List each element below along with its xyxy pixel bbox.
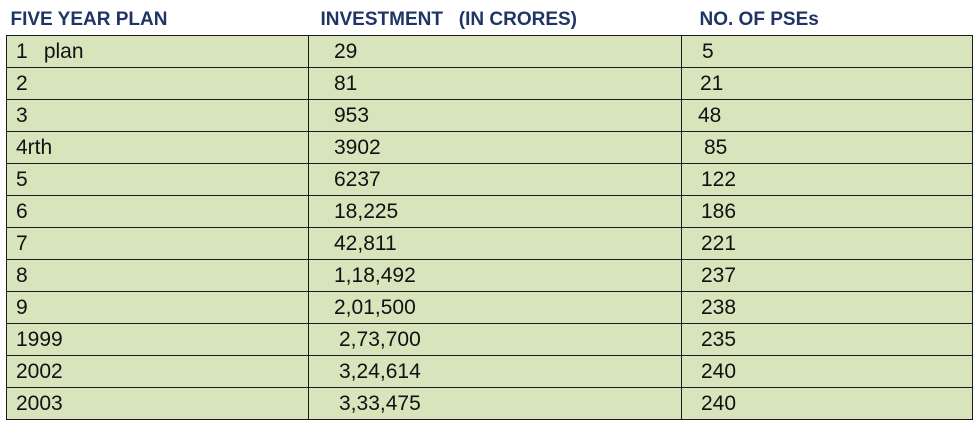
cell-pses: 240: [681, 355, 973, 388]
cell-pses: 48: [681, 99, 973, 132]
cell-plan: 3rd: [6, 99, 309, 132]
cell-pses: 221: [681, 227, 973, 260]
table-body: 1stplan2952nd81213rd953484rth3902855th62…: [6, 35, 973, 420]
cell-plan: 4rth: [6, 131, 309, 164]
cell-pses: 85: [681, 131, 973, 164]
cell-investment: 2,73,700: [308, 323, 682, 356]
cell-investment: 29: [308, 35, 682, 68]
cell-investment: 3,24,614: [308, 355, 682, 388]
cell-pses: 186: [681, 195, 973, 228]
plan-number: 5: [16, 168, 28, 191]
header-investment: INVESTMENT (IN CRORES): [308, 4, 682, 36]
cell-plan: 7th: [6, 227, 309, 260]
table-row: 1stplan295: [6, 35, 973, 68]
cell-investment: 3902: [308, 131, 682, 164]
cell-investment: 3,33,475: [308, 387, 682, 420]
cell-investment: 6237: [308, 163, 682, 196]
cell-plan: 2003: [6, 387, 309, 420]
table-row: 1999 2,73,700 235: [6, 323, 973, 356]
table-row: 5th6237122: [6, 163, 973, 196]
header-five-year-plan: FIVE YEAR PLAN: [6, 4, 309, 36]
plan-number: 6: [16, 200, 28, 223]
cell-plan: 2nd: [6, 67, 309, 100]
cell-plan: 5th: [6, 163, 309, 196]
table-row: 3rd95348: [6, 99, 973, 132]
plan-number: 9: [16, 296, 28, 319]
cell-plan: 9th: [6, 291, 309, 324]
cell-pses: 240: [681, 387, 973, 420]
five-year-plan-table: FIVE YEAR PLAN INVESTMENT (IN CRORES) NO…: [6, 4, 973, 420]
cell-investment: 42,811: [308, 227, 682, 260]
cell-pses: 235: [681, 323, 973, 356]
plan-number: 2002: [16, 360, 63, 383]
cell-pses: 238: [681, 291, 973, 324]
plan-number: 1: [16, 40, 28, 63]
cell-investment: 81: [308, 67, 682, 100]
plan-number: 2: [16, 72, 28, 95]
plan-number: 4rth: [16, 136, 53, 159]
cell-investment: 1,18,492: [308, 259, 682, 292]
cell-plan: 1stplan: [6, 35, 309, 68]
cell-plan: 1999: [6, 323, 309, 356]
table-row: 2002 3,24,614 240: [6, 355, 973, 388]
plan-number: 8: [16, 264, 28, 287]
cell-investment: 18,225: [308, 195, 682, 228]
cell-pses: 122: [681, 163, 973, 196]
cell-pses: 237: [681, 259, 973, 292]
table-row: 2nd8121: [6, 67, 973, 100]
header-no-of-pses: NO. OF PSEs: [681, 4, 973, 36]
cell-plan: 8th: [6, 259, 309, 292]
table-row: 2003 3,33,475 240: [6, 387, 973, 420]
cell-pses: 5: [681, 35, 973, 68]
plan-number: 1999: [16, 328, 63, 351]
plan-word: plan: [43, 40, 84, 63]
cell-investment: 953: [308, 99, 682, 132]
cell-investment: 2,01,500: [308, 291, 682, 324]
header-row: FIVE YEAR PLAN INVESTMENT (IN CRORES) NO…: [6, 4, 973, 36]
cell-plan: 6th: [6, 195, 309, 228]
cell-pses: 21: [681, 67, 973, 100]
table-row: 4rth 3902 85: [6, 131, 973, 164]
table-container: FIVE YEAR PLAN INVESTMENT (IN CRORES) NO…: [6, 4, 973, 420]
plan-number: 7: [16, 232, 28, 255]
plan-number: 3: [16, 104, 28, 127]
cell-plan: 2002: [6, 355, 309, 388]
plan-number: 2003: [16, 392, 63, 415]
